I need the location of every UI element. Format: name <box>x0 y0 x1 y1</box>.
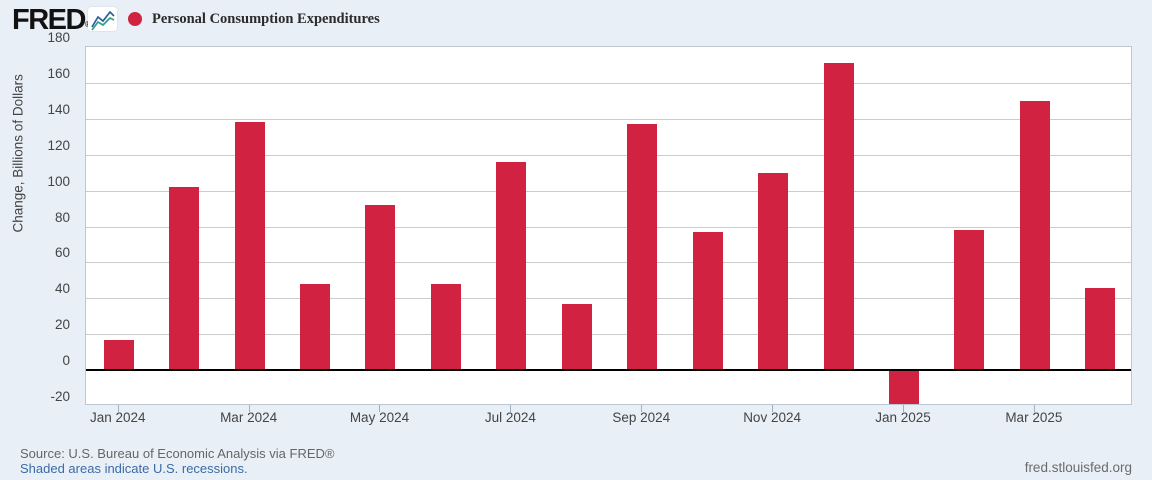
x-tick-mark <box>117 405 119 412</box>
bar-feb-2024[interactable] <box>169 187 200 371</box>
x-tick-mark <box>641 405 643 412</box>
y-tick-label: 120 <box>47 137 70 153</box>
zero-line <box>86 369 1131 372</box>
x-tick-label: Nov 2024 <box>743 410 801 425</box>
gridline <box>86 82 1131 84</box>
bar-oct-2024[interactable] <box>692 231 723 371</box>
x-tick-label: Jan 2024 <box>89 410 146 425</box>
x-tick-label: Mar 2025 <box>1005 410 1063 425</box>
x-tick-label: Jul 2024 <box>484 410 536 425</box>
x-tick-mark <box>772 405 774 412</box>
y-tick-label: 180 <box>47 30 70 45</box>
y-tick-label: 60 <box>54 245 70 261</box>
y-tick-label: 160 <box>47 65 70 81</box>
fred-site-link[interactable]: fred.stlouisfed.org <box>1024 460 1132 475</box>
x-tick-mark <box>248 405 250 412</box>
legend-marker-dot <box>128 12 142 26</box>
y-tick-label: 20 <box>54 317 70 333</box>
series-title: Personal Consumption Expenditures <box>152 11 380 27</box>
gridline <box>86 334 1131 336</box>
bar-apr-2024[interactable] <box>300 283 331 371</box>
source-text: Source: U.S. Bureau of Economic Analysis… <box>20 446 335 461</box>
bar-jun-2024[interactable] <box>430 283 461 371</box>
gridline <box>86 118 1131 120</box>
x-tick-label: May 2024 <box>349 410 410 425</box>
fred-logo[interactable]: FRED® <box>12 4 91 37</box>
bar-aug-2024[interactable] <box>561 303 592 371</box>
bar-jul-2024[interactable] <box>496 161 527 371</box>
y-tick-label: 40 <box>54 281 70 297</box>
bar-nov-2024[interactable] <box>758 172 789 371</box>
gridline <box>86 190 1131 192</box>
y-tick-label: 0 <box>62 353 70 369</box>
y-tick-label: -20 <box>50 389 70 404</box>
chart-header: FRED® Personal Consumption Expenditures <box>0 0 1152 40</box>
bar-sep-2024[interactable] <box>627 124 658 371</box>
x-tick-label: Mar 2024 <box>220 410 278 425</box>
x-tick-mark <box>902 405 904 412</box>
y-tick-label: 100 <box>47 173 70 189</box>
fred-logo-registered-mark: ® <box>85 20 91 29</box>
y-tick-label: 140 <box>47 101 70 117</box>
fred-logo-text: FRED <box>12 4 86 36</box>
y-tick-label: 80 <box>54 209 70 225</box>
bar-mar-2025[interactable] <box>1019 100 1050 371</box>
gridline <box>86 226 1131 228</box>
fred-sparkline-icon <box>88 7 117 31</box>
bar-may-2024[interactable] <box>365 204 396 371</box>
bar-jan-2025[interactable] <box>888 370 919 405</box>
recessions-note-link[interactable]: Shaded areas indicate U.S. recessions. <box>20 461 248 476</box>
x-tick-mark <box>510 405 512 412</box>
gridline <box>86 262 1131 264</box>
bar-feb-2025[interactable] <box>954 230 985 371</box>
x-tick-mark <box>379 405 381 412</box>
x-tick-label: Sep 2024 <box>612 410 671 425</box>
bar-jan-2024[interactable] <box>103 339 134 371</box>
gridline <box>86 298 1131 300</box>
bar-mar-2024[interactable] <box>234 122 265 371</box>
x-tick-label: Jan 2025 <box>875 410 931 425</box>
bar-apr-2025[interactable] <box>1085 287 1116 371</box>
bar-dec-2024[interactable] <box>823 63 854 371</box>
x-tick-mark <box>1033 405 1035 412</box>
gridline <box>86 154 1131 156</box>
plot-area <box>85 46 1132 405</box>
